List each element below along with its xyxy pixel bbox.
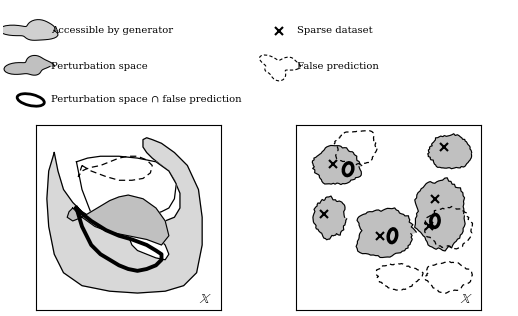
- Text: Perturbation space: Perturbation space: [51, 62, 148, 71]
- Polygon shape: [428, 134, 471, 169]
- Text: Perturbation space ∩ false prediction: Perturbation space ∩ false prediction: [51, 95, 242, 104]
- Text: Sparse dataset: Sparse dataset: [297, 26, 372, 35]
- Polygon shape: [313, 196, 347, 240]
- Polygon shape: [356, 208, 416, 258]
- Polygon shape: [415, 178, 465, 251]
- Text: Accessible by generator: Accessible by generator: [51, 26, 174, 35]
- Polygon shape: [0, 20, 58, 40]
- Polygon shape: [312, 145, 362, 185]
- Polygon shape: [4, 55, 55, 75]
- Polygon shape: [77, 156, 176, 260]
- Polygon shape: [67, 195, 169, 245]
- Text: $\mathbb{X}$: $\mathbb{X}$: [199, 292, 212, 306]
- Polygon shape: [47, 138, 202, 293]
- Text: False prediction: False prediction: [297, 62, 379, 71]
- Text: $\mathbb{X}$: $\mathbb{X}$: [460, 292, 473, 306]
- FancyBboxPatch shape: [0, 0, 518, 125]
